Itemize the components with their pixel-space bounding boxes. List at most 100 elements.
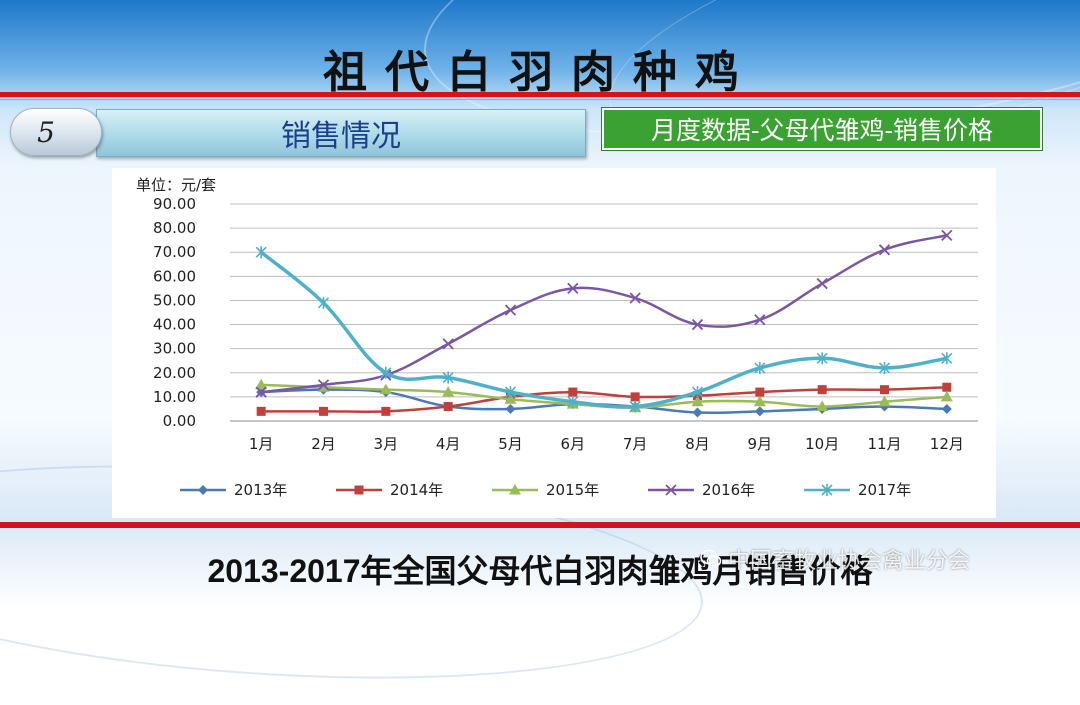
legend-label: 2013年 — [234, 481, 287, 499]
data-point — [754, 314, 766, 326]
x-tick-label: 2月 — [311, 435, 336, 453]
legend-item: 2016年 — [648, 481, 755, 499]
x-tick-label: 10月 — [805, 435, 839, 453]
data-point — [198, 485, 208, 495]
watermark: 中国畜牧业协会禽业分会 — [700, 542, 1060, 576]
x-tick-label: 7月 — [623, 435, 648, 453]
y-tick-label: 60.00 — [153, 267, 196, 285]
legend-item: 2013年 — [180, 481, 287, 499]
title-divider-thin — [0, 99, 1080, 100]
data-point — [816, 277, 828, 290]
bottom-divider — [0, 522, 1080, 528]
data-point — [442, 371, 454, 384]
data-point — [442, 338, 454, 350]
data-point — [880, 385, 889, 395]
section-title-bar: 销售情况 — [96, 109, 586, 157]
data-point — [256, 406, 266, 416]
y-tick-label: 0.00 — [163, 412, 196, 430]
y-tick-label: 90.00 — [153, 195, 196, 213]
legend-label: 2017年 — [858, 481, 911, 499]
data-point — [878, 244, 891, 256]
data-point — [567, 282, 579, 295]
data-point — [879, 401, 890, 412]
line-chart: 单位：元/套 0.00 10.00 20.00 30.00 40.00 50.00 60.00… — [136, 176, 978, 499]
data-point — [691, 318, 704, 331]
data-point — [317, 379, 330, 391]
series-line — [261, 234, 948, 394]
legend-label: 2016年 — [702, 481, 755, 499]
legend-label: 2014年 — [390, 481, 443, 499]
x-tick-label: 5月 — [498, 435, 523, 453]
data-point — [941, 352, 953, 365]
data-point — [878, 361, 891, 374]
series-2016年 — [255, 229, 953, 398]
x-tick-label: 12月 — [930, 435, 964, 453]
watermark-text: 中国畜牧业协会禽业分会 — [728, 549, 971, 574]
data-point — [505, 403, 516, 414]
legend-item: 2014年 — [336, 481, 443, 499]
data-point — [878, 395, 891, 407]
data-point — [665, 484, 677, 496]
data-point — [379, 383, 392, 395]
data-point — [816, 400, 829, 412]
series-line — [260, 250, 948, 409]
data-point — [509, 484, 521, 495]
wechat-icon — [700, 549, 722, 567]
series-2017年 — [255, 246, 953, 413]
x-tick-label: 4月 — [436, 435, 461, 453]
y-tick-label: 80.00 — [153, 219, 196, 237]
data-point — [753, 395, 766, 407]
y-tick-label: 40.00 — [153, 316, 196, 334]
y-tick-label: 70.00 — [153, 243, 196, 261]
data-description-badge: 月度数据-父母代雏鸡-销售价格 — [602, 108, 1042, 150]
data-point — [821, 484, 833, 496]
data-point — [754, 361, 766, 374]
data-point — [442, 386, 455, 397]
data-point — [504, 386, 517, 399]
data-point — [942, 382, 952, 392]
data-point — [504, 304, 517, 316]
legend-item: 2015年 — [492, 481, 599, 499]
data-point — [941, 403, 952, 414]
data-point — [255, 246, 267, 259]
legend-item: 2017年 — [804, 481, 911, 499]
data-point — [567, 395, 579, 408]
series-line — [261, 385, 947, 413]
data-point — [754, 406, 765, 417]
data-point — [755, 387, 765, 397]
data-point — [692, 407, 703, 418]
data-point — [255, 386, 267, 398]
data-point — [691, 395, 704, 407]
data-point — [691, 386, 704, 399]
data-point — [319, 406, 328, 416]
data-point — [630, 392, 640, 402]
chart-caption: 2013-2017年全国父母代白羽肉雏鸡月销售价格 — [207, 553, 873, 589]
x-tick-label: 1月 — [249, 435, 274, 453]
data-point — [381, 406, 391, 416]
data-point — [317, 381, 330, 392]
section-number-badge: 5 — [10, 108, 102, 156]
legend-label: 2015年 — [546, 481, 599, 499]
data-point — [504, 393, 517, 404]
data-point — [380, 366, 392, 379]
data-point — [568, 387, 578, 397]
slide-title: 祖代白羽肉种鸡 — [323, 47, 757, 98]
y-tick-label: 20.00 — [153, 364, 196, 382]
chart-panel: 单位：元/套 0.00 10.00 20.00 30.00 40.00 50.00 60.00… — [112, 168, 996, 518]
data-point — [354, 485, 364, 495]
y-tick-label: 50.00 — [153, 291, 196, 309]
x-tick-label: 3月 — [374, 435, 399, 453]
data-point — [817, 385, 827, 395]
data-point — [940, 390, 953, 402]
y-tick-label: 10.00 — [153, 388, 196, 406]
x-tick-label: 11月 — [867, 435, 901, 453]
data-point — [941, 229, 953, 241]
x-tick-label: 6月 — [561, 435, 586, 453]
data-point — [629, 292, 641, 304]
title-divider — [0, 92, 1080, 97]
y-tick-label: 30.00 — [153, 340, 196, 358]
data-point — [816, 352, 828, 365]
data-point — [255, 378, 268, 390]
unit-label: 单位：元/套 — [136, 176, 216, 194]
data-point — [443, 402, 453, 412]
